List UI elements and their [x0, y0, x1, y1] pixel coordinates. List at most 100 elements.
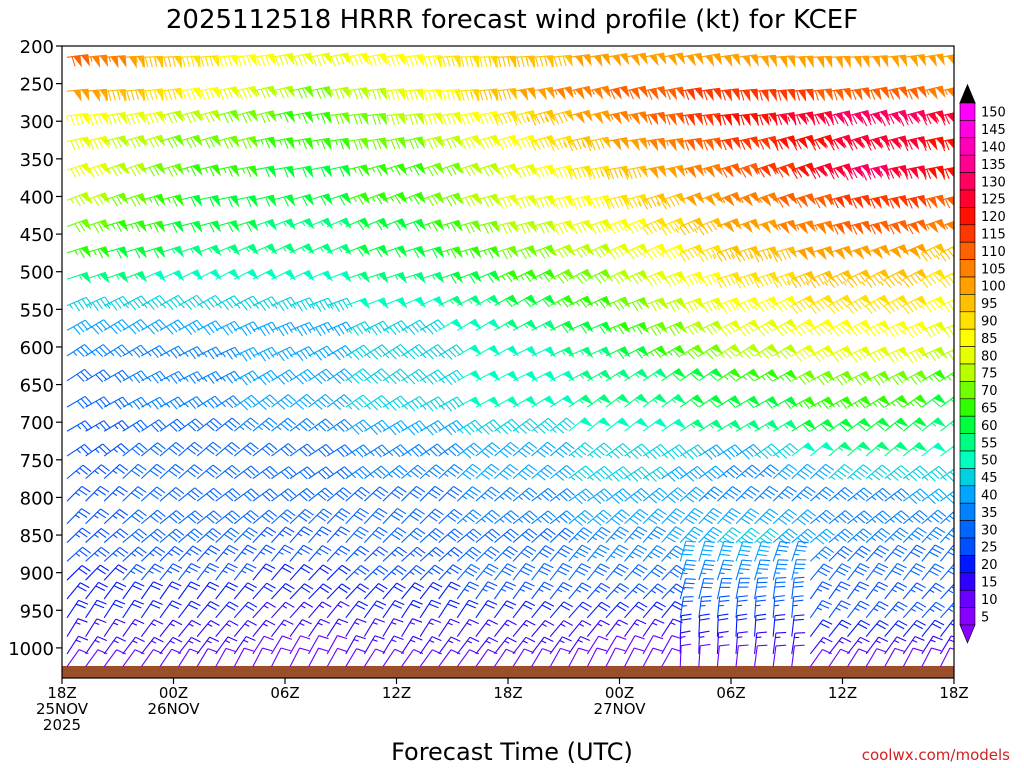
wind-barb: [531, 487, 557, 502]
wind-barb: [959, 648, 978, 667]
wind-barb: [735, 508, 760, 525]
wind-barb: [419, 618, 442, 637]
wind-barb: [475, 370, 501, 382]
wind-barb: [884, 647, 905, 667]
wind-barb: [624, 297, 649, 312]
wind-barb: [772, 485, 797, 502]
wind-barb: [493, 563, 517, 581]
wind-barb: [568, 370, 594, 382]
wind-barb: [159, 563, 183, 581]
wind-barb: [401, 191, 426, 205]
wind-barb: [791, 528, 817, 545]
wind-barb: [865, 86, 890, 101]
y-tick-label: 350: [20, 150, 54, 171]
wind-barb: [698, 630, 710, 654]
y-tick-label: 300: [20, 112, 54, 133]
wind-barb: [921, 601, 945, 619]
wind-barb: [679, 507, 704, 525]
wind-barb: [568, 582, 592, 600]
wind-barb: [754, 369, 780, 382]
wind-barb: [308, 86, 333, 99]
wind-barb: [940, 138, 954, 152]
wind-barb: [679, 540, 697, 562]
wind-barb: [531, 294, 557, 308]
wind-barb: [544, 109, 575, 126]
wind-barb: [196, 562, 220, 581]
wind-barb: [252, 321, 279, 337]
colorbar-label: 5: [981, 610, 989, 625]
wind-barb: [364, 419, 390, 436]
wind-barb: [270, 563, 295, 581]
wind-barb: [66, 88, 90, 102]
colorbar-swatch: [959, 189, 976, 208]
wind-barb: [772, 508, 798, 526]
wind-barb: [122, 193, 147, 207]
colorbar-swatch: [959, 311, 976, 330]
wind-barb: [364, 344, 390, 360]
wind-barb: [234, 346, 260, 362]
wind-barb: [66, 218, 92, 233]
wind-barb: [791, 88, 815, 102]
wind-barb: [717, 444, 743, 460]
colorbar-swatch: [959, 572, 976, 591]
wind-barb: [586, 582, 611, 600]
wind-barb: [735, 191, 761, 207]
wind-barb: [753, 271, 779, 289]
wind-barb: [345, 583, 370, 600]
wind-barb: [656, 192, 686, 210]
wind-barb: [215, 370, 242, 384]
wind-barb: [401, 564, 426, 581]
x-tick-label: 25NOV: [36, 700, 89, 718]
wind-barb: [828, 545, 853, 562]
wind-barb: [438, 295, 464, 307]
wind-barb: [847, 562, 870, 581]
wind-barb: [587, 369, 612, 382]
wind-barb: [159, 636, 183, 655]
wind-barb: [493, 619, 517, 637]
wind-barb: [140, 581, 163, 600]
wind-barb: [810, 418, 835, 432]
wind-barb: [345, 321, 372, 336]
wind-barb: [624, 85, 649, 100]
wind-barb: [865, 441, 891, 457]
wind-barb: [884, 620, 908, 637]
colorbar-swatch: [959, 207, 976, 226]
wind-barb: [698, 191, 724, 207]
wind-barb: [438, 649, 461, 668]
wind-barb: [141, 295, 167, 311]
wind-barb: [85, 296, 112, 312]
wind-barb: [308, 545, 332, 562]
wind-barb: [233, 465, 259, 480]
wind-barb: [289, 321, 316, 337]
wind-barb: [66, 245, 92, 259]
wind-barb: [846, 319, 873, 337]
wind-barb: [382, 527, 407, 543]
colorbar-label: 140: [981, 141, 1006, 156]
wind-barb: [716, 577, 733, 600]
wind-barb: [419, 464, 445, 480]
colorbar-label: 115: [981, 228, 1006, 243]
wind-barb: [809, 528, 835, 545]
wind-barb: [512, 545, 537, 562]
wind-barb: [624, 243, 650, 260]
wind-barb: [884, 601, 908, 619]
wind-barb: [773, 88, 796, 103]
wind-barb: [401, 618, 423, 637]
wind-barb: [716, 613, 729, 637]
wind-barb: [828, 370, 854, 386]
wind-barb: [809, 441, 835, 457]
wind-barb: [716, 271, 742, 289]
wind-barb: [679, 643, 692, 667]
wind-barb: [940, 87, 954, 98]
wind-barb: [66, 54, 90, 68]
wind-barb: [475, 294, 501, 307]
wind-barb: [308, 418, 334, 432]
wind-barb: [419, 508, 444, 525]
colorbar-swatch: [959, 607, 976, 626]
wind-barb: [735, 271, 761, 289]
wind-barb: [959, 53, 982, 64]
wind-barb: [568, 647, 589, 667]
wind-barb: [140, 563, 164, 581]
wind-barb: [624, 52, 648, 67]
wind-barb: [85, 319, 111, 335]
